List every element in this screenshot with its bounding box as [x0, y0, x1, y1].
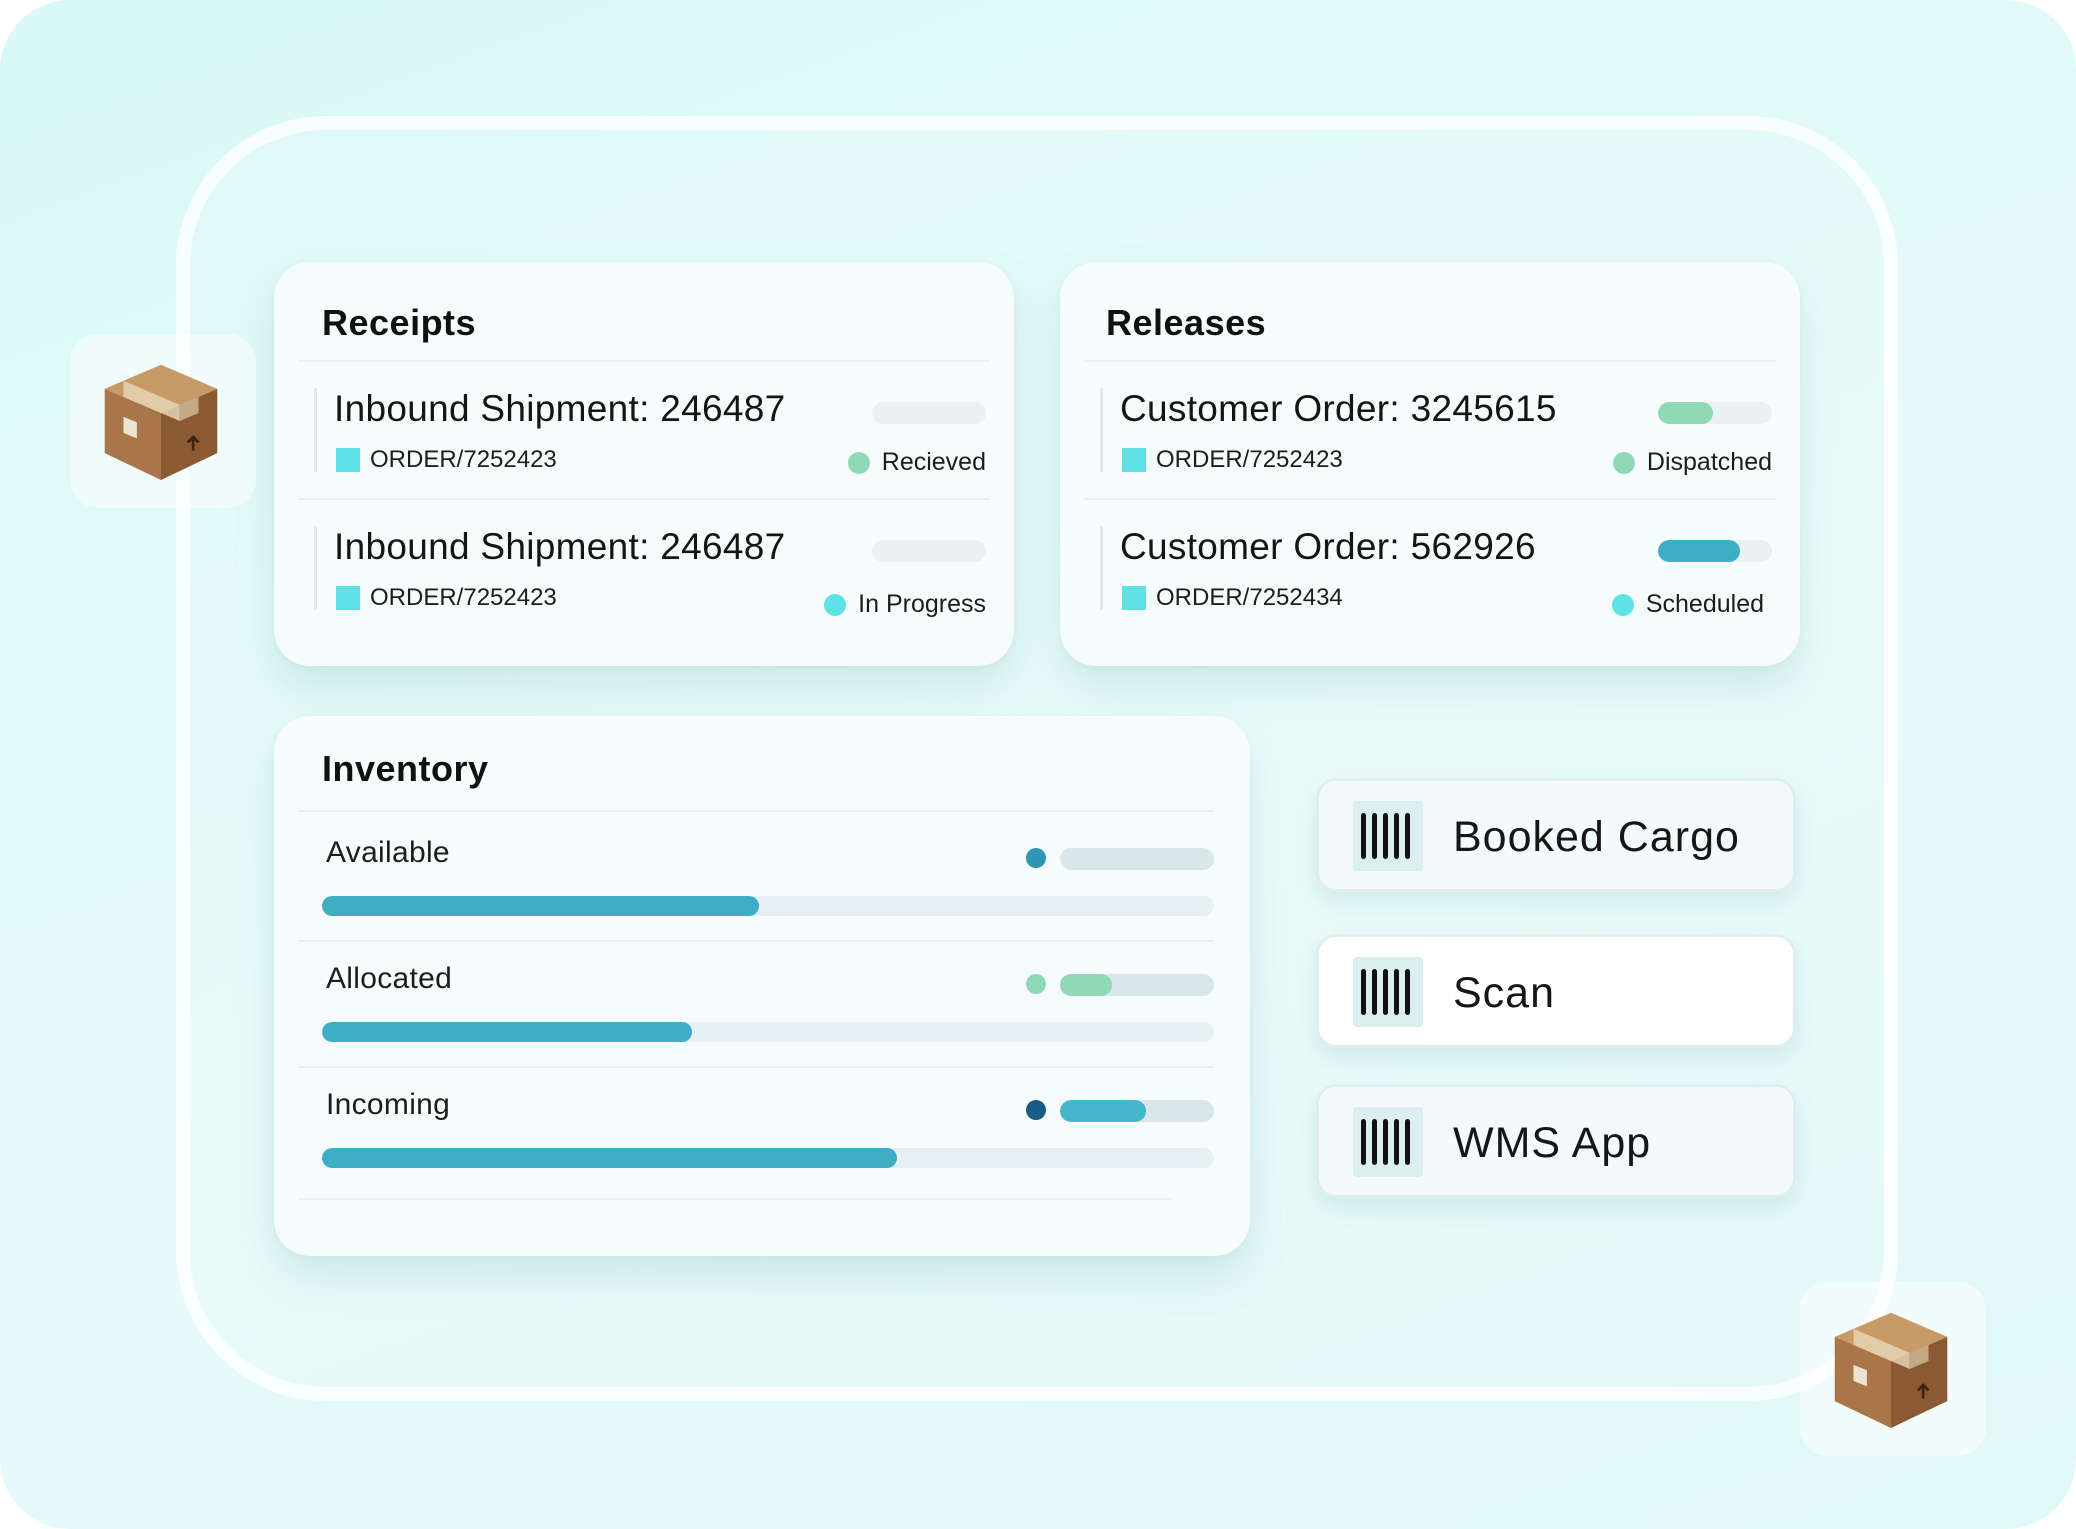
divider	[298, 810, 1214, 812]
receipt-row[interactable]: Inbound Shipment: 246487 ORDER/7252423 I…	[314, 506, 986, 630]
receipts-title: Receipts	[322, 302, 477, 343]
row-accent-line	[1100, 388, 1103, 472]
box-tile-right	[1800, 1282, 1986, 1456]
order-id-text: ORDER/7252423	[1156, 446, 1343, 473]
release-progress-fill	[1658, 540, 1741, 562]
order-square-icon	[1122, 448, 1146, 472]
divider	[1084, 498, 1776, 500]
legend-dot-icon	[1026, 848, 1046, 868]
status-dot-icon	[824, 593, 847, 616]
action-label: WMS App	[1453, 1119, 1652, 1167]
receipt-progress-track	[872, 402, 986, 424]
release-progress-fill	[1658, 402, 1713, 424]
status-badge: Scheduled	[1611, 590, 1764, 619]
order-id-text: ORDER/7252434	[1156, 584, 1343, 611]
divider	[298, 940, 1214, 942]
indicator-fill	[1060, 1100, 1147, 1122]
status-badge: Dispatched	[1612, 448, 1772, 477]
divider	[298, 1198, 1172, 1200]
inventory-label: Available	[326, 836, 450, 869]
inventory-level-track	[322, 896, 1214, 916]
status-text: Scheduled	[1645, 590, 1764, 618]
order-id: ORDER/7252423	[336, 584, 557, 612]
order-square-icon	[336, 448, 360, 472]
order-id-text: ORDER/7252423	[370, 584, 557, 611]
status-text: Recieved	[881, 448, 986, 476]
release-row-title: Customer Order: 3245615	[1120, 388, 1557, 429]
inventory-row-incoming[interactable]: Incoming	[322, 1064, 1214, 1190]
release-progress-track	[1658, 540, 1772, 562]
inventory-level-track	[322, 1148, 1214, 1168]
barcode-icon	[1353, 1107, 1423, 1177]
legend-dot-icon	[1026, 1100, 1046, 1120]
releases-card: Releases Customer Order: 3245615 ORDER/7…	[1060, 262, 1800, 666]
booked-cargo-button[interactable]: Booked Cargo	[1316, 778, 1796, 892]
order-id: ORDER/7252423	[336, 446, 557, 474]
status-dot-icon	[1611, 593, 1634, 616]
status-dot-icon	[847, 451, 870, 474]
status-badge: Recieved	[847, 448, 986, 477]
receipt-progress-track	[872, 540, 986, 562]
inventory-level-track	[322, 1022, 1214, 1042]
status-badge: In Progress	[824, 590, 986, 619]
order-id: ORDER/7252423	[1122, 446, 1343, 474]
row-accent-line	[314, 526, 317, 610]
action-label: Scan	[1453, 969, 1556, 1017]
indicator-fill	[1060, 974, 1113, 996]
divider	[1084, 360, 1776, 362]
legend-dot-icon	[1026, 974, 1046, 994]
inventory-label: Incoming	[326, 1088, 451, 1121]
inventory-title: Inventory	[322, 748, 489, 789]
cardboard-box-icon	[1834, 1312, 1948, 1428]
divider	[298, 360, 990, 362]
order-id: ORDER/7252434	[1122, 584, 1343, 612]
receipt-row-title: Inbound Shipment: 246487	[334, 388, 786, 429]
release-row[interactable]: Customer Order: 562926 ORDER/7252434 Sch…	[1100, 506, 1772, 630]
cardboard-box-icon	[104, 364, 218, 480]
inventory-level-fill	[322, 896, 760, 916]
order-square-icon	[1122, 586, 1146, 610]
inventory-card: Inventory Available Allocated Incoming	[274, 716, 1250, 1256]
status-dot-icon	[1612, 451, 1635, 474]
status-text: Dispatched	[1646, 448, 1772, 476]
indicator-track	[1060, 848, 1214, 870]
status-text: In Progress	[858, 590, 986, 618]
receipt-row-title: Inbound Shipment: 246487	[334, 526, 786, 567]
indicator-track	[1060, 1100, 1214, 1122]
receipt-row[interactable]: Inbound Shipment: 246487 ORDER/7252423 R…	[314, 368, 986, 492]
order-id-text: ORDER/7252423	[370, 446, 557, 473]
inventory-row-available[interactable]: Available	[322, 812, 1214, 938]
release-progress-track	[1658, 402, 1772, 424]
indicator-track	[1060, 974, 1214, 996]
releases-title: Releases	[1106, 302, 1267, 343]
release-row[interactable]: Customer Order: 3245615 ORDER/7252423 Di…	[1100, 368, 1772, 492]
receipts-card: Receipts Inbound Shipment: 246487 ORDER/…	[274, 262, 1014, 666]
inventory-level-fill	[322, 1148, 898, 1168]
barcode-icon	[1353, 957, 1423, 1027]
row-accent-line	[314, 388, 317, 472]
divider	[298, 498, 990, 500]
row-accent-line	[1100, 526, 1103, 610]
inventory-level-fill	[322, 1022, 693, 1042]
wms-app-button[interactable]: WMS App	[1316, 1084, 1796, 1198]
inventory-row-allocated[interactable]: Allocated	[322, 938, 1214, 1064]
barcode-icon	[1353, 801, 1423, 871]
divider	[298, 1066, 1214, 1068]
order-square-icon	[336, 586, 360, 610]
action-label: Booked Cargo	[1453, 813, 1740, 861]
scan-button[interactable]: Scan	[1316, 934, 1796, 1048]
box-tile-left	[70, 334, 256, 508]
inventory-label: Allocated	[326, 962, 453, 995]
release-row-title: Customer Order: 562926	[1120, 526, 1536, 567]
